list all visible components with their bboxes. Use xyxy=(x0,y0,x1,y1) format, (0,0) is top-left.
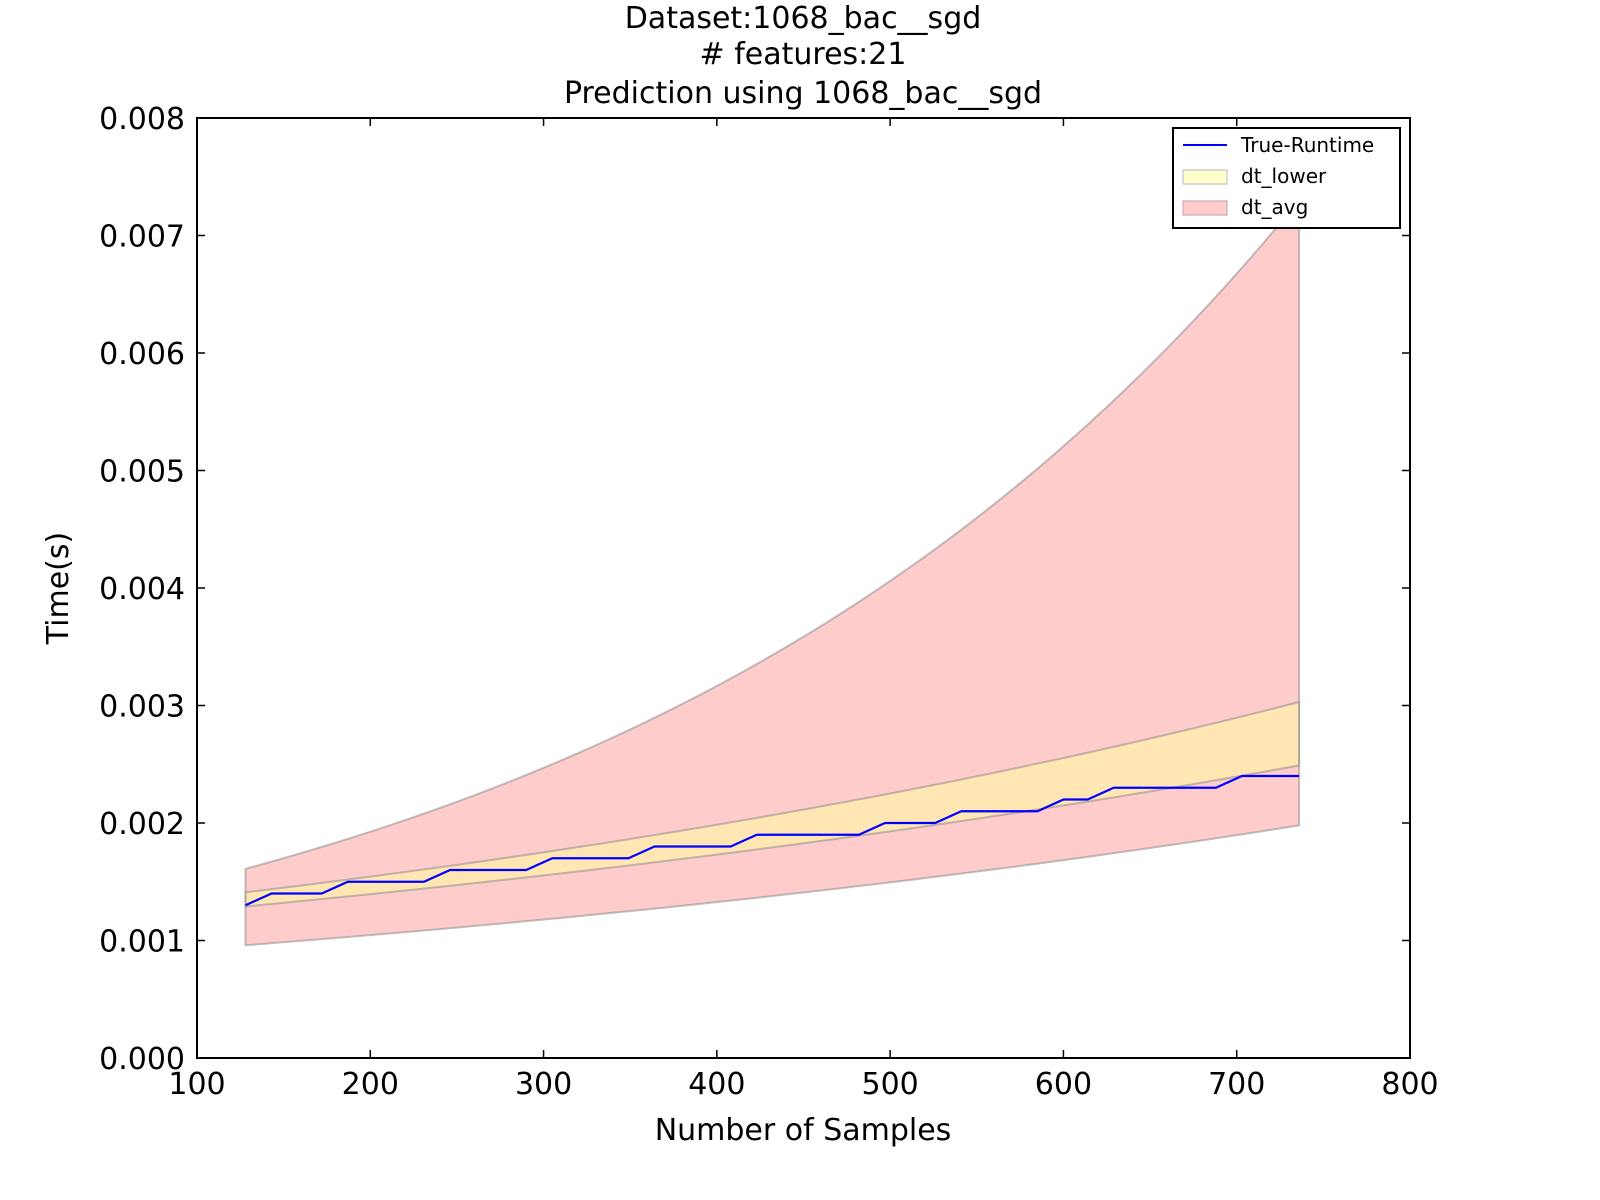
line-group xyxy=(245,774,1300,907)
x-tick-label: 300 xyxy=(515,1067,572,1102)
y-tick-label: 0.002 xyxy=(99,807,185,842)
y-tick-label: 0.004 xyxy=(99,572,185,607)
y-tick-label: 0.005 xyxy=(99,455,185,490)
x-tick-label: 800 xyxy=(1381,1067,1438,1102)
chart-title: Dataset:1068_bac__sgd # features:21 Pred… xyxy=(564,1,1042,111)
y-tick-label: 0.003 xyxy=(99,690,185,725)
legend-swatch-dt-lower xyxy=(1182,169,1228,185)
legend-label-dt-avg: dt_avg xyxy=(1241,195,1308,219)
band-dt-avg xyxy=(244,197,1301,947)
y-tick-label: 0.001 xyxy=(99,925,185,960)
band-dt-lower xyxy=(244,700,1301,908)
x-tick-label: 600 xyxy=(1035,1067,1092,1102)
legend-swatch-dt-avg xyxy=(1182,200,1228,216)
legend: True-Runtime dt_lower dt_avg xyxy=(1172,127,1401,229)
x-axis: 100 200 300 400 500 600 700 800 xyxy=(168,118,1439,1102)
y-axis-label: Time(s) xyxy=(41,532,76,645)
y-tick-label: 0.007 xyxy=(99,220,185,255)
y-axis: 0.000 0.001 0.002 0.003 0.004 0.005 0.006 0.007… xyxy=(99,102,1410,1077)
band-group xyxy=(244,197,1301,947)
legend-label-true-runtime: True-Runtime xyxy=(1240,133,1374,157)
x-tick-label: 100 xyxy=(168,1067,225,1102)
title-line-1: Dataset:1068_bac__sgd xyxy=(625,1,982,36)
x-tick-label: 700 xyxy=(1208,1067,1265,1102)
title-line-2: # features:21 xyxy=(700,37,907,72)
y-tick-label: 0.008 xyxy=(99,102,185,137)
y-tick-label: 0.006 xyxy=(99,337,185,372)
x-tick-label: 400 xyxy=(688,1067,745,1102)
line-true-runtime xyxy=(245,774,1300,907)
x-tick-label: 500 xyxy=(862,1067,919,1102)
x-tick-label: 200 xyxy=(342,1067,399,1102)
legend-label-dt-lower: dt_lower xyxy=(1241,164,1327,188)
y-tick-label: 0.000 xyxy=(99,1042,185,1077)
x-axis-label: Number of Samples xyxy=(655,1113,952,1148)
title-line-3: Prediction using 1068_bac__sgd xyxy=(564,76,1042,111)
